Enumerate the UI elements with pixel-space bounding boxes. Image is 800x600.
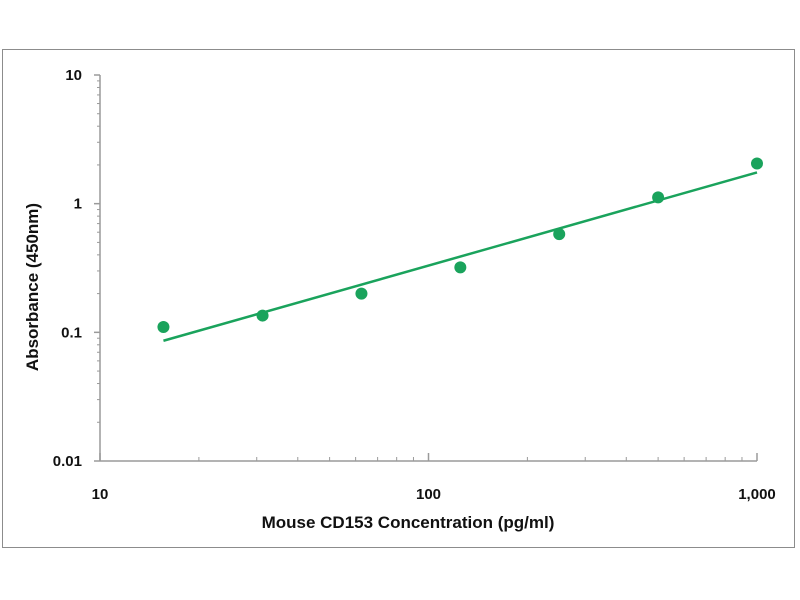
x-tick-label: 10 [92, 486, 109, 503]
data-point [157, 321, 170, 334]
x-tick-label: 100 [416, 486, 441, 503]
data-points-group [157, 157, 763, 334]
y-tick-label: 1 [74, 196, 82, 213]
y-tick-label: 0.01 [53, 453, 82, 470]
data-point [652, 191, 665, 204]
data-point [751, 157, 763, 170]
fit-line [163, 171, 758, 342]
tick-labels-group: 10 1 0.1 0.01 10 100 1,000 [53, 67, 776, 503]
data-point [553, 228, 566, 241]
x-tick-label: 1,000 [738, 486, 776, 503]
y-axis-title: Absorbance (450nm) [23, 203, 42, 371]
data-point [256, 309, 269, 322]
y-tick-label: 0.1 [61, 324, 82, 341]
data-point [454, 261, 467, 274]
fit-line-group [163, 171, 758, 342]
data-point [355, 287, 368, 300]
y-tick-label: 10 [65, 67, 82, 84]
chart-frame [2, 49, 795, 548]
x-axis-title: Mouse CD153 Concentration (pg/ml) [262, 513, 555, 532]
axes [94, 74, 758, 462]
